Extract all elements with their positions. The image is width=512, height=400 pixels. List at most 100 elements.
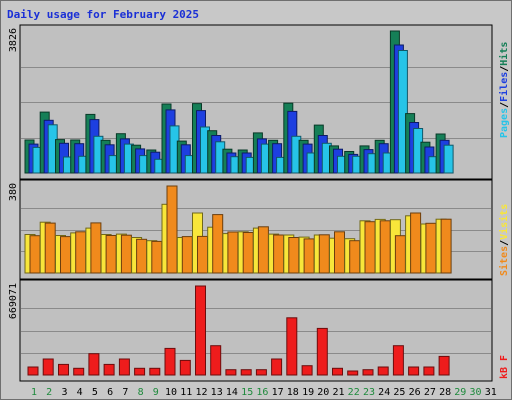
bar-kb-f-day-10 — [164, 347, 176, 376]
x-tick-day-2: 2 — [46, 387, 52, 398]
x-tick-day-17: 17 — [272, 387, 284, 398]
bar-kb-f-day-23 — [362, 369, 374, 376]
bar-kb-f-day-18 — [286, 317, 298, 376]
bar-sites-day-2 — [44, 222, 56, 274]
bar-sites-day-20 — [318, 234, 330, 274]
panel-1-series-legend: Pages/Files/Hits — [498, 42, 510, 138]
x-tick-day-22: 22 — [348, 387, 360, 398]
bar-kb-f-day-21 — [332, 367, 343, 376]
x-tick-day-14: 14 — [226, 387, 238, 398]
bar-kb-f-day-4 — [73, 367, 85, 376]
bar-kb-f-day-22 — [347, 370, 359, 376]
bar-sites-day-23 — [364, 221, 376, 274]
x-tick-day-6: 6 — [107, 387, 113, 398]
bar-kb-f-day-8 — [134, 367, 146, 376]
bar-kb-f-day-3 — [58, 363, 69, 376]
x-tick-day-24: 24 — [378, 387, 390, 398]
bar-sites-day-19 — [303, 238, 315, 274]
panel-2-y-max-label: 380 — [8, 183, 19, 201]
legend-separator: / — [499, 240, 510, 246]
bar-kb-f-day-9 — [149, 367, 161, 376]
bar-sites-day-12 — [197, 235, 208, 274]
bar-sites-day-6 — [105, 235, 117, 274]
bar-kb-f-day-17 — [271, 358, 283, 376]
bar-sites-day-14 — [227, 231, 239, 274]
bar-kb-f-day-19 — [301, 365, 313, 376]
bar-sites-day-7 — [120, 234, 132, 274]
panel-3-series-legend: kB F — [499, 355, 510, 379]
panel-2-series-legend: Sites/Visits — [498, 204, 510, 276]
bar-sites-day-18 — [288, 237, 300, 274]
x-tick-day-1: 1 — [31, 387, 37, 398]
legend-label-hits: Hits — [498, 42, 510, 66]
bar-sites-day-25 — [394, 235, 406, 274]
bar-kb-f-day-6 — [103, 363, 115, 376]
bar-sites-day-16 — [257, 226, 269, 274]
x-tick-day-21: 21 — [332, 387, 344, 398]
legend-label-sites: Sites — [498, 246, 510, 276]
bar-kb-f-day-13 — [210, 345, 222, 376]
chart-title: Daily usage for February 2025 — [7, 8, 200, 21]
x-tick-day-3: 3 — [61, 387, 67, 398]
x-tick-day-7: 7 — [122, 387, 128, 398]
bar-kb-f-day-7 — [118, 358, 130, 376]
x-tick-day-12: 12 — [195, 387, 207, 398]
bar-sites-day-4 — [75, 231, 87, 274]
x-tick-day-15: 15 — [241, 387, 253, 398]
x-tick-day-13: 13 — [211, 387, 223, 398]
bar-kb-f-day-2 — [42, 358, 54, 376]
bar-kb-f-day-28 — [438, 355, 450, 376]
bar-sites-day-24 — [379, 220, 391, 274]
x-tick-day-31: 31 — [485, 387, 497, 398]
bar-kb-f-day-27 — [423, 366, 435, 376]
bar-kb-f-day-1 — [27, 366, 39, 376]
bar-sites-day-5 — [90, 222, 102, 274]
legend-label-visits: Visits — [498, 204, 510, 240]
x-tick-day-8: 8 — [138, 387, 144, 398]
x-tick-day-27: 27 — [424, 387, 436, 398]
legend-separator: / — [499, 102, 510, 108]
bar-kb-f-day-11 — [179, 359, 191, 376]
bar-sites-day-11 — [181, 236, 193, 274]
bar-kb-f-day-25 — [392, 345, 404, 376]
bar-kb-f-day-15 — [240, 369, 252, 376]
bar-sites-day-28 — [440, 218, 452, 274]
x-tick-day-28: 28 — [439, 387, 451, 398]
bar-sites-day-15 — [242, 232, 254, 274]
legend-label-pages: Pages — [499, 108, 510, 138]
x-tick-day-23: 23 — [363, 387, 375, 398]
x-tick-day-19: 19 — [302, 387, 314, 398]
bar-kb-f-day-14 — [225, 369, 237, 376]
bar-kb-f-day-12 — [195, 285, 206, 376]
x-tick-day-26: 26 — [409, 387, 421, 398]
bar-sites-day-3 — [60, 236, 71, 274]
legend-label-kb-f: kB F — [499, 355, 510, 379]
bar-sites-day-1 — [29, 235, 41, 274]
x-tick-day-11: 11 — [180, 387, 192, 398]
bar-kb-f-day-26 — [408, 366, 420, 376]
bar-sites-day-9 — [151, 240, 163, 274]
x-tick-day-20: 20 — [317, 387, 329, 398]
x-tick-day-18: 18 — [287, 387, 299, 398]
x-tick-day-30: 30 — [469, 387, 481, 398]
bar-sites-day-21 — [334, 231, 345, 274]
x-tick-day-29: 29 — [454, 387, 466, 398]
bar-sites-day-17 — [273, 234, 285, 274]
bar-pages-day-25 — [397, 50, 408, 174]
bar-sites-day-8 — [136, 238, 148, 274]
x-tick-day-5: 5 — [92, 387, 98, 398]
x-tick-day-10: 10 — [165, 387, 177, 398]
bar-kb-f-day-20 — [316, 327, 328, 376]
x-tick-day-16: 16 — [256, 387, 268, 398]
bar-pages-day-28 — [443, 144, 454, 174]
bar-sites-day-10 — [166, 185, 178, 274]
bar-sites-day-22 — [349, 240, 361, 274]
bar-kb-f-day-24 — [377, 366, 389, 376]
bar-kb-f-day-16 — [255, 369, 267, 376]
x-tick-day-4: 4 — [77, 387, 83, 398]
bar-sites-day-26 — [410, 212, 422, 274]
bar-sites-day-13 — [212, 214, 224, 274]
panel-3-y-max-label: 669071 — [8, 283, 19, 319]
